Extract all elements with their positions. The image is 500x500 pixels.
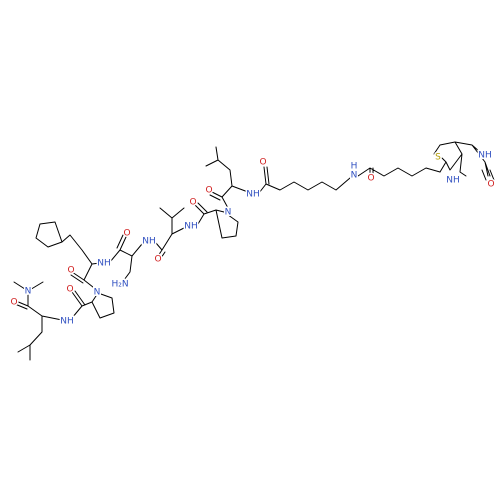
atom-label: O — [367, 174, 374, 184]
bond — [70, 262, 101, 292]
atom-label: NH — [184, 222, 198, 232]
atom-label: N — [225, 208, 232, 218]
atom-label: NH — [60, 317, 74, 327]
atom-label: O — [487, 180, 494, 190]
bond — [481, 169, 495, 181]
atom-label: NH — [97, 259, 111, 269]
bond — [71, 290, 115, 319]
bond — [14, 300, 29, 310]
atom-label: O — [10, 298, 17, 308]
bond — [109, 234, 143, 281]
bond — [209, 185, 249, 209]
atom-label: O — [189, 198, 196, 208]
atom-label: NH — [246, 190, 260, 200]
atom-label: NH — [142, 237, 156, 247]
atom-label: O — [205, 186, 212, 196]
bond — [35, 221, 93, 265]
atom-label: NH — [446, 176, 460, 186]
bond — [433, 141, 491, 177]
atom-label: N — [351, 171, 358, 181]
atom-label: H₂N — [111, 280, 128, 290]
bond — [258, 166, 351, 194]
bond — [357, 167, 441, 177]
atom-label: N — [94, 288, 101, 298]
bonds — [13, 141, 495, 361]
atom-label: NH — [478, 151, 492, 161]
bond — [205, 146, 233, 187]
bond — [194, 202, 239, 239]
bond — [13, 281, 63, 361]
bond — [155, 207, 185, 259]
atom-label: O — [123, 229, 130, 239]
atom-label: H — [351, 162, 358, 172]
atom-label: N — [25, 287, 32, 297]
atom-label: O — [259, 158, 266, 168]
atom-label: S — [435, 153, 441, 163]
atom-label: O — [67, 266, 74, 276]
atom-label: O — [154, 255, 161, 265]
atom-labels: N O NH O N O NH O H₂N NH O NH O N O NH O… — [9, 149, 496, 328]
atom-label: O — [66, 285, 73, 295]
